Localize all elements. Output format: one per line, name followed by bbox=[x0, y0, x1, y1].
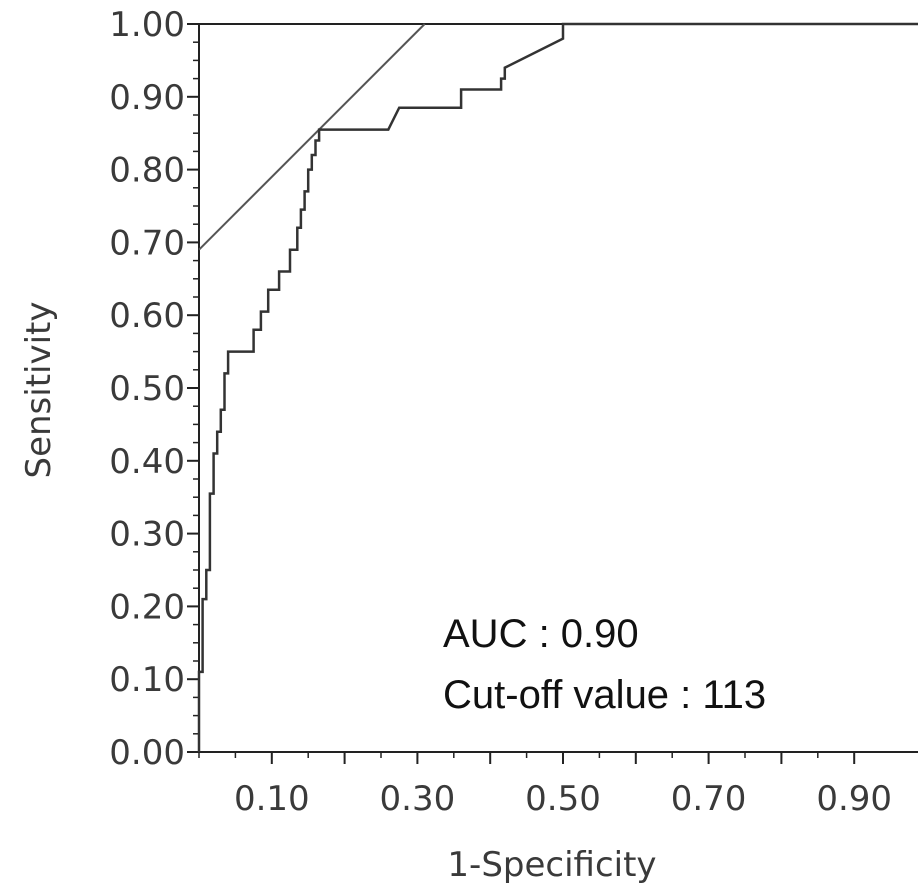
y-tick-label: 0.80 bbox=[109, 151, 185, 191]
y-tick-label: 0.20 bbox=[109, 587, 185, 627]
cutoff-tangent-line bbox=[198, 23, 426, 251]
y-axis-title: Sensitivity bbox=[19, 301, 59, 478]
y-tick-label: 0.10 bbox=[109, 660, 185, 700]
y-tick-label: 0.60 bbox=[109, 296, 185, 336]
y-tick-label: 0.00 bbox=[109, 733, 185, 773]
y-tick-label: 0.50 bbox=[109, 369, 185, 409]
y-ticks: 0.00 0.10 0.20 0.30 0.40 0.50 0.60 0.70 0.80 0.90… bbox=[109, 5, 199, 773]
x-tick-label: 0.30 bbox=[380, 779, 456, 819]
auc-annotation: AUC : 0.90 bbox=[443, 612, 639, 656]
cutoff-annotation: Cut-off value : 113 bbox=[443, 673, 766, 717]
x-tick-label: 0.50 bbox=[525, 779, 601, 819]
roc-curve bbox=[197, 22, 918, 752]
x-tick-label: 0.10 bbox=[234, 779, 310, 819]
x-tick-label: 0.90 bbox=[816, 779, 892, 819]
y-tick-label: 0.70 bbox=[109, 223, 185, 263]
x-axis-title: 1-Specificity bbox=[447, 845, 656, 885]
series-layer bbox=[197, 22, 918, 752]
x-ticks: 0.10 0.30 0.50 0.70 0.90 bbox=[198, 752, 892, 819]
x-tick-label: 0.70 bbox=[671, 779, 747, 819]
y-tick-label: 0.40 bbox=[109, 442, 185, 482]
y-tick-label: 0.90 bbox=[109, 78, 185, 118]
y-tick-label: 1.00 bbox=[109, 5, 185, 45]
y-tick-label: 0.30 bbox=[109, 515, 185, 555]
